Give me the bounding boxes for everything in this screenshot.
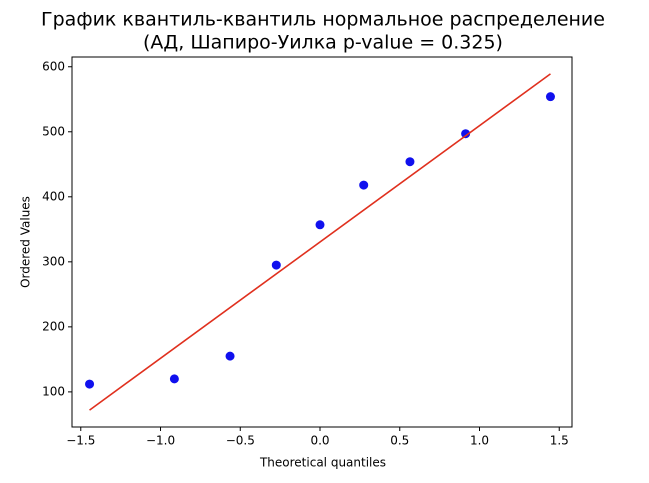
x-tick-label: 0.0 — [310, 434, 329, 448]
y-tick-label: 500 — [42, 124, 65, 138]
x-tick-label: −1.0 — [146, 434, 175, 448]
y-tick-label: 600 — [42, 59, 65, 73]
data-point — [225, 351, 235, 361]
x-tick-label: −1.5 — [66, 434, 95, 448]
chart-title: График квантиль-квантиль нормальное расп… — [41, 9, 605, 31]
y-tick-label: 200 — [42, 319, 65, 333]
data-point — [85, 379, 95, 389]
x-axis-label: Theoretical quantiles — [259, 456, 386, 470]
chart-title: (АД, Шапиро-Уилка p-value = 0.325) — [143, 32, 503, 54]
y-tick-label: 100 — [42, 384, 65, 398]
data-point — [271, 260, 281, 270]
fit-line — [89, 73, 551, 411]
data-point — [545, 92, 555, 102]
data-point — [461, 129, 471, 139]
plot-frame — [71, 56, 573, 428]
y-tick-label: 400 — [42, 189, 65, 203]
data-point — [169, 374, 179, 384]
y-axis-label: Ordered Values — [19, 196, 33, 288]
y-tick-label: 300 — [42, 254, 65, 268]
x-tick-label: 0.5 — [390, 434, 409, 448]
data-point — [405, 157, 415, 167]
x-tick-label: 1.5 — [550, 434, 569, 448]
x-tick-label: −0.5 — [226, 434, 255, 448]
data-point — [315, 220, 325, 230]
x-tick-label: 1.0 — [470, 434, 489, 448]
data-point — [359, 180, 369, 190]
